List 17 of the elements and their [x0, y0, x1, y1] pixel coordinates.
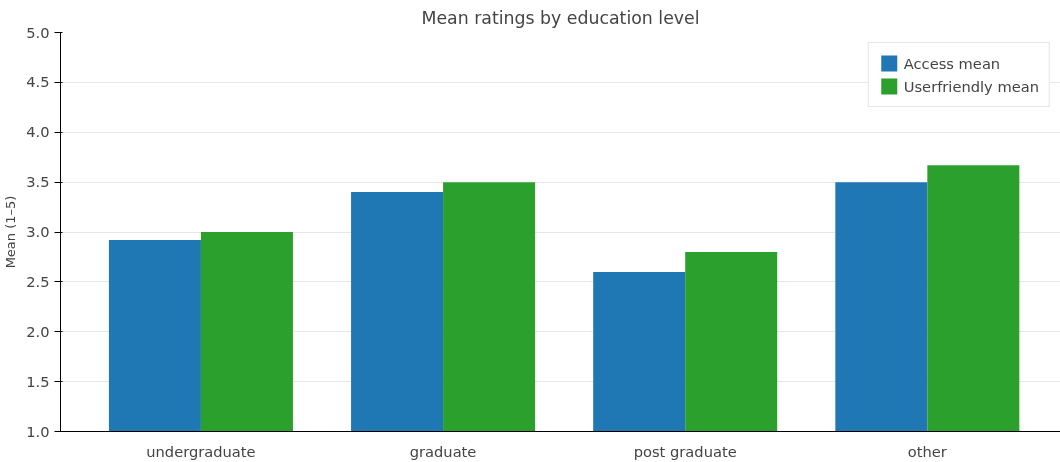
chart-title: Mean ratings by education level [421, 7, 700, 28]
x-tick-label: other [907, 442, 948, 460]
legend-label: Userfriendly mean [903, 77, 1039, 95]
y-tick-label: 1.0 [26, 422, 50, 440]
x-tick-label: post graduate [633, 442, 737, 460]
y-tick-label: 5.0 [26, 23, 50, 41]
x-tick-label: graduate [409, 442, 477, 460]
x-tick-label: undergraduate [146, 442, 256, 460]
y-tick-label: 3.5 [26, 173, 50, 191]
y-tick-label: 4.0 [26, 123, 50, 141]
y-tick-label: 2.5 [26, 272, 50, 290]
y-tick-label: 1.5 [26, 372, 50, 390]
y-tick-label: 4.5 [26, 73, 50, 91]
legend-label: Access mean [903, 54, 1001, 72]
y-tick-label: 3.0 [26, 223, 50, 240]
y-axis-title: Mean (1–5) [3, 195, 19, 269]
y-tick-label: 2.0 [26, 322, 50, 340]
